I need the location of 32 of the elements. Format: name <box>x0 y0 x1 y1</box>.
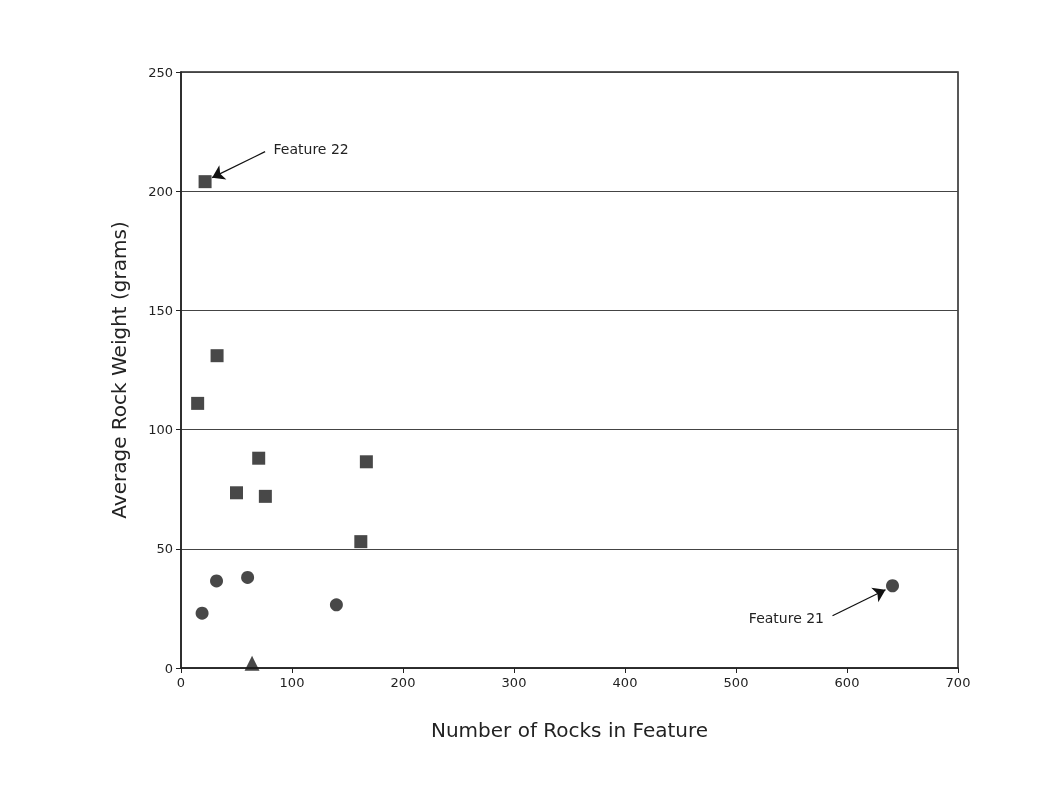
y-tick-label: 50 <box>156 541 173 557</box>
point <box>329 598 343 612</box>
point <box>252 451 266 465</box>
point <box>241 570 255 584</box>
point <box>195 606 209 620</box>
point <box>191 396 205 410</box>
point <box>210 574 224 588</box>
annotation: Feature 22 <box>273 141 349 158</box>
x-tick-label: 300 <box>501 675 527 690</box>
y-axis-title: Average Rock Weight (grams) <box>107 221 131 519</box>
x-axis-title: Number of Rocks in Feature <box>430 718 709 742</box>
y-tick-label: 100 <box>148 422 173 438</box>
annotation: Feature 21 <box>748 609 825 626</box>
point <box>210 349 224 363</box>
point <box>258 489 272 503</box>
point <box>354 535 368 549</box>
point <box>886 579 900 593</box>
x-tick-label: 400 <box>612 675 638 690</box>
point <box>244 655 260 671</box>
x-tick-label: 100 <box>279 675 305 690</box>
x-tick-label: 200 <box>390 675 416 690</box>
y-tick-label: 0 <box>164 660 173 676</box>
x-tick-label: 0 <box>176 675 186 690</box>
point <box>359 455 373 469</box>
y-tick-label: 200 <box>148 183 173 199</box>
x-tick-label: 500 <box>723 675 749 690</box>
x-tick-label: 600 <box>834 675 860 690</box>
x-tick-label: 700 <box>945 675 971 690</box>
y-tick-label: 250 <box>148 64 173 80</box>
point <box>230 486 243 500</box>
y-tick-label: 150 <box>148 302 173 318</box>
point <box>198 175 212 189</box>
